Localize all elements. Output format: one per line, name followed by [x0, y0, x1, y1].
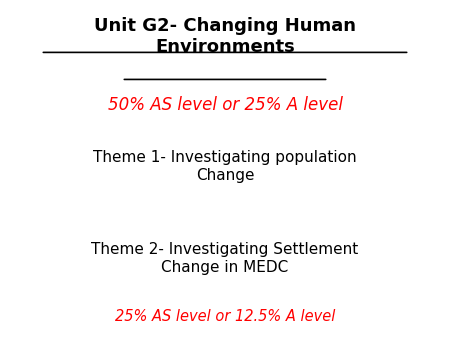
Text: Theme 2- Investigating Settlement
Change in MEDC: Theme 2- Investigating Settlement Change…	[91, 242, 359, 275]
Text: Theme 1- Investigating population
Change: Theme 1- Investigating population Change	[93, 150, 357, 184]
Text: 50% AS level or 25% A level: 50% AS level or 25% A level	[108, 96, 342, 114]
Text: Unit G2- Changing Human
Environments: Unit G2- Changing Human Environments	[94, 17, 356, 56]
Text: 25% AS level or 12.5% A level: 25% AS level or 12.5% A level	[115, 309, 335, 324]
